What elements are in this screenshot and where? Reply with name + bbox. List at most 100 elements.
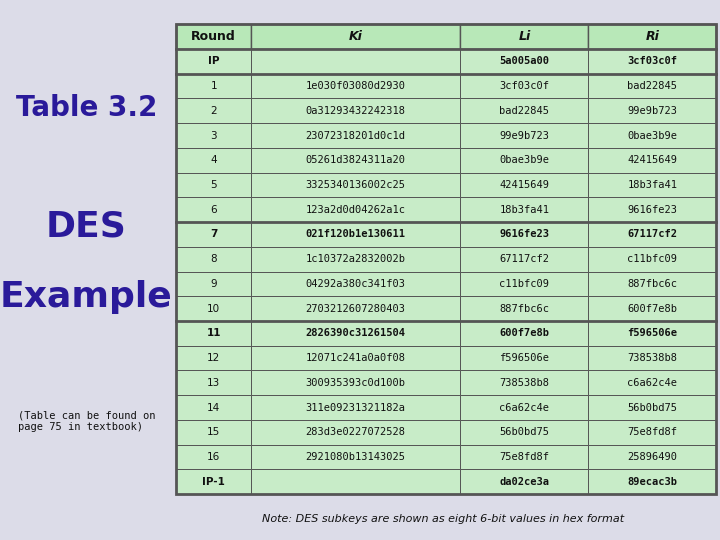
Bar [588,222,716,247]
Text: 283d3e0227072528: 283d3e0227072528 [306,427,405,437]
Bar [251,173,461,198]
Text: 05261d3824311a20: 05261d3824311a20 [306,156,405,165]
Text: 18b3fa41: 18b3fa41 [627,180,678,190]
Text: 021f120b1e130611: 021f120b1e130611 [306,230,405,239]
Bar [251,49,461,74]
Bar [588,24,716,49]
Bar [461,395,588,420]
Text: 6: 6 [210,205,217,215]
Text: 67117cf2: 67117cf2 [627,230,678,239]
Text: f596506e: f596506e [627,328,678,339]
Text: 887fbc6c: 887fbc6c [500,303,549,314]
Bar [176,49,251,74]
Text: 3: 3 [210,131,217,140]
Text: 5a005a00: 5a005a00 [500,56,549,66]
Text: 75e8fd8f: 75e8fd8f [500,452,549,462]
Bar [461,346,588,370]
Bar [461,444,588,469]
Text: 99e9b723: 99e9b723 [627,106,678,116]
Bar [251,420,461,444]
Bar [176,98,251,123]
Text: 2: 2 [210,106,217,116]
Bar [461,420,588,444]
Bar [176,272,251,296]
Text: 887fbc6c: 887fbc6c [627,279,678,289]
Bar [588,198,716,222]
Text: 12071c241a0a0f08: 12071c241a0a0f08 [306,353,405,363]
Bar [461,24,588,49]
Text: Round: Round [192,30,236,43]
Text: 0a31293432242318: 0a31293432242318 [306,106,405,116]
Text: 5: 5 [210,180,217,190]
Text: Ri: Ri [645,30,660,43]
Text: 8: 8 [210,254,217,264]
Bar [251,370,461,395]
Bar [588,296,716,321]
Bar [251,123,461,148]
Bar [461,123,588,148]
Text: (Table can be found on
page 75 in textbook): (Table can be found on page 75 in textbo… [18,410,155,432]
Bar [176,123,251,148]
Text: 4: 4 [210,156,217,165]
Bar [251,321,461,346]
Text: IP: IP [208,56,220,66]
Text: 15: 15 [207,427,220,437]
Bar [176,198,251,222]
Text: 25896490: 25896490 [627,452,678,462]
Bar [251,198,461,222]
Bar [461,272,588,296]
Text: 123a2d0d04262a1c: 123a2d0d04262a1c [306,205,405,215]
Bar [176,148,251,173]
Text: 1: 1 [210,81,217,91]
Text: 738538b8: 738538b8 [500,378,549,388]
Bar [176,24,251,49]
Bar [588,272,716,296]
Text: 300935393c0d100b: 300935393c0d100b [306,378,405,388]
Bar [176,296,251,321]
Bar [251,272,461,296]
Text: Example: Example [0,280,173,314]
Bar [588,321,716,346]
Text: 56b0bd75: 56b0bd75 [500,427,549,437]
Text: 3cf03c0f: 3cf03c0f [627,56,678,66]
Bar [176,321,251,346]
Text: 311e09231321182a: 311e09231321182a [306,402,405,413]
Bar [461,98,588,123]
Text: da02ce3a: da02ce3a [500,477,549,487]
Text: 2826390c31261504: 2826390c31261504 [306,328,405,339]
Text: 9616fe23: 9616fe23 [627,205,678,215]
Bar [461,173,588,198]
Text: 600f7e8b: 600f7e8b [627,303,678,314]
Bar [588,346,716,370]
Bar [461,198,588,222]
Text: DES: DES [46,210,127,244]
Bar [588,49,716,74]
Bar [461,247,588,272]
Bar [588,74,716,98]
Bar [461,74,588,98]
Bar [176,24,716,494]
Text: 12: 12 [207,353,220,363]
Bar [176,247,251,272]
Bar [588,98,716,123]
Text: f596506e: f596506e [500,353,549,363]
Text: 11: 11 [207,328,221,339]
Bar [176,222,251,247]
Text: Note: DES subkeys are shown as eight 6-bit values in hex format: Note: DES subkeys are shown as eight 6-b… [262,515,624,524]
Bar [588,420,716,444]
Bar [251,444,461,469]
Bar [461,296,588,321]
Text: 9: 9 [210,279,217,289]
Text: 18b3fa41: 18b3fa41 [500,205,549,215]
Bar [251,247,461,272]
Bar [251,98,461,123]
Text: c11bfc09: c11bfc09 [500,279,549,289]
Bar [588,469,716,494]
Bar [461,469,588,494]
Bar [461,148,588,173]
Text: 13: 13 [207,378,220,388]
Bar [176,74,251,98]
Text: 1c10372a2832002b: 1c10372a2832002b [306,254,405,264]
Bar [588,173,716,198]
Text: c6a62c4e: c6a62c4e [500,402,549,413]
